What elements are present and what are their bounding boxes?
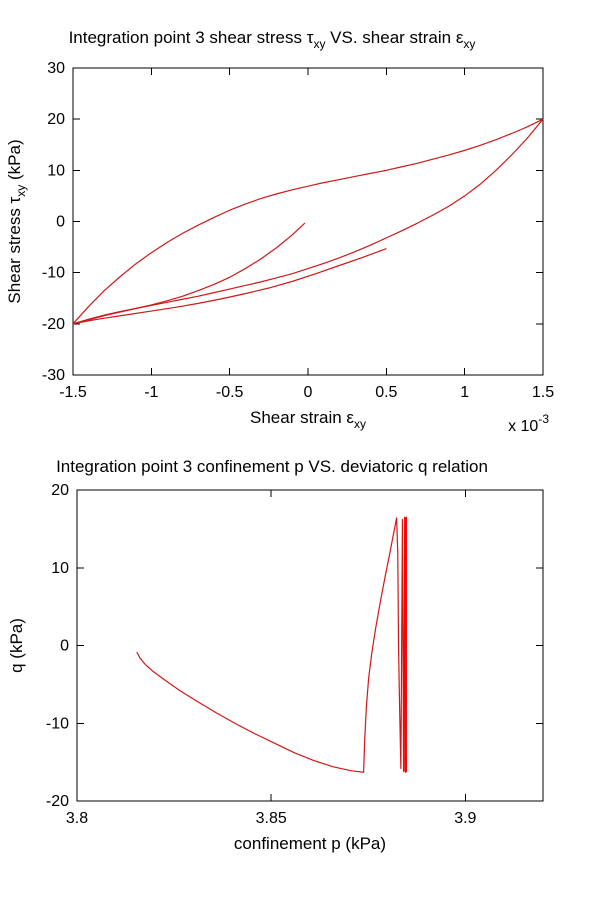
x-tick-label: -0.5 (216, 384, 244, 401)
x-axis-multiplier: x 10-3 (508, 412, 549, 435)
y-tick-label: -20 (46, 793, 69, 810)
x-tick-label: 0.5 (375, 384, 397, 401)
x-tick-label: 3.9 (454, 810, 476, 827)
series-p-q-path (136, 516, 407, 773)
y-tick-label: -10 (46, 715, 69, 732)
y-tick-label: 0 (56, 214, 65, 231)
y-axis-label: q (kPa) (7, 618, 26, 673)
y-tick-label: 0 (60, 638, 69, 655)
series-unloading-lower-branch (72, 118, 544, 325)
plot-box (72, 67, 544, 376)
x-tick-label: 0 (304, 384, 313, 401)
axes (72, 67, 544, 376)
x-tick-label: -1.5 (59, 384, 87, 401)
y-axis-label: Shear stress τxy (kPa) (5, 139, 28, 303)
y-tick-label: -30 (42, 367, 65, 384)
y-tick-label: 10 (47, 162, 65, 179)
plot-box (76, 489, 544, 802)
series-group (136, 516, 407, 773)
p-q-chart: 3.8 3.85 3.9 20 10 0 -10 -20 Integration point 3… (7, 457, 544, 853)
x-axis-label: Shear strain εxy (250, 408, 366, 431)
tick-labels: -1.5 -1 -0.5 0 0.5 1 1.5 30 20 10 0 -10 -20 -30 (42, 60, 554, 401)
x-tick-label: 1.5 (532, 384, 554, 401)
chart-title: Integration point 3 confinement p VS. de… (56, 457, 488, 476)
series-loading-upper-branch (72, 118, 544, 325)
series-final-unloading-curve (72, 222, 306, 325)
x-tick-label: -1 (144, 384, 158, 401)
y-tick-label: 20 (47, 111, 65, 128)
y-tick-label: 20 (51, 482, 69, 499)
x-tick-label: 1 (460, 384, 469, 401)
y-tick-label: 10 (51, 560, 69, 577)
series-group (72, 118, 544, 325)
x-tick-label: 3.8 (66, 810, 88, 827)
shear-stress-strain-chart: -1.5 -1 -0.5 0 0.5 1 1.5 30 20 10 0 -10 -20 -30 Integr… (5, 28, 554, 435)
y-tick-label: -20 (42, 316, 65, 333)
x-axis-label: confinement p (kPa) (234, 834, 386, 853)
tick-labels: 3.8 3.85 3.9 20 10 0 -10 -20 (46, 482, 477, 827)
x-tick-label: 3.85 (256, 810, 287, 827)
chart-title: Integration point 3 shear stress τxy VS.… (69, 28, 476, 51)
y-tick-label: -10 (42, 265, 65, 282)
y-tick-label: 30 (47, 60, 65, 77)
axes (76, 489, 544, 802)
series-second-cycle-lower-branch (72, 248, 387, 325)
